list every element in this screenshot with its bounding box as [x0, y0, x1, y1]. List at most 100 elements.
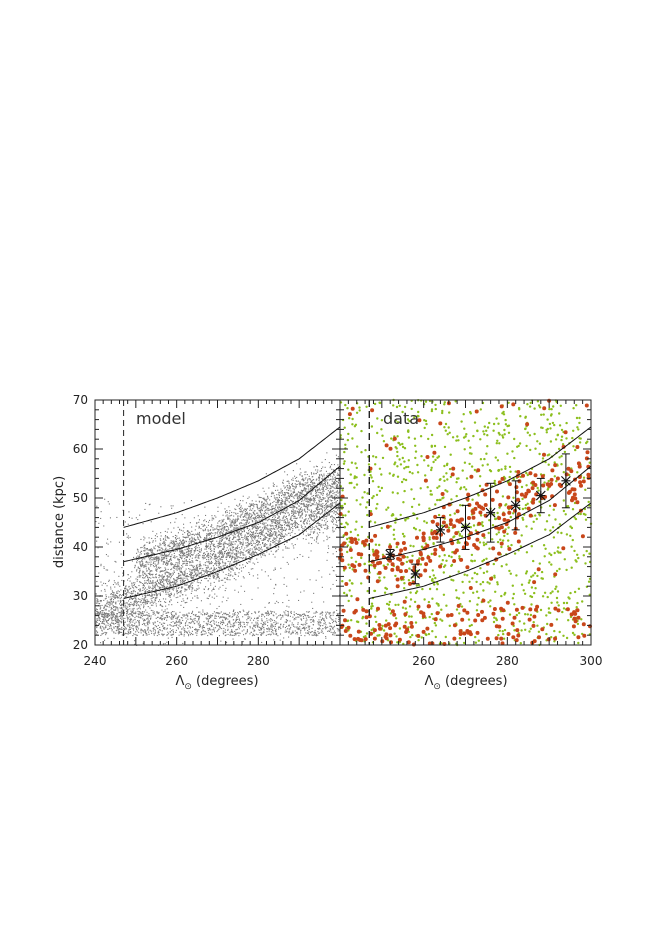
model-particle [211, 596, 213, 598]
model-particle [144, 572, 146, 574]
model-particle [319, 518, 321, 520]
model-particle [182, 563, 184, 565]
model-particle [190, 586, 192, 588]
model-particle [234, 533, 236, 535]
model-particle [217, 542, 219, 544]
model-particle [143, 631, 145, 633]
model-particle [250, 559, 252, 561]
model-particle [244, 557, 246, 559]
model-particle [177, 537, 179, 539]
model-particle [229, 544, 231, 546]
model-particle [248, 517, 250, 519]
model-particle [242, 544, 244, 546]
model-particle [282, 518, 284, 520]
model-particle [291, 520, 293, 522]
model-particle [154, 594, 156, 596]
model-particle [96, 621, 98, 623]
model-particle [122, 617, 124, 619]
model-particle [252, 553, 254, 555]
model-particle [278, 492, 280, 494]
model-particle [263, 538, 265, 540]
model-particle [226, 577, 228, 579]
model-particle [333, 487, 335, 489]
model-particle [218, 551, 220, 553]
model-particle [336, 520, 338, 522]
model-particle [314, 504, 316, 506]
model-particle [302, 538, 304, 540]
model-particle [286, 510, 288, 512]
model-particle [272, 519, 274, 521]
model-particle [206, 536, 208, 538]
model-particle [148, 581, 150, 583]
model-particle [209, 574, 211, 576]
model-particle [161, 581, 163, 583]
model-particle [251, 552, 253, 554]
model-particle [190, 572, 192, 574]
model-particle [233, 549, 235, 551]
model-particle [284, 471, 286, 473]
model-particle [170, 574, 172, 576]
model-particle [161, 590, 163, 592]
model-particle [278, 615, 280, 617]
model-particle [286, 492, 288, 494]
model-particle [244, 554, 246, 556]
model-particle [248, 518, 250, 520]
model-particle [135, 596, 137, 598]
model-particle [207, 533, 209, 535]
model-particle [175, 565, 177, 567]
model-particle [251, 548, 253, 550]
model-particle [136, 605, 138, 607]
model-particle [195, 574, 197, 576]
model-particle [314, 510, 316, 512]
model-particle [333, 473, 335, 475]
model-particle [290, 517, 292, 519]
model-particle [257, 512, 259, 514]
model-particle [201, 575, 203, 577]
model-particle [182, 573, 184, 575]
model-particle [258, 516, 260, 518]
model-particle [106, 606, 108, 608]
model-particle [211, 572, 213, 574]
model-particle [292, 507, 294, 509]
model-particle [306, 522, 308, 524]
model-particle [277, 546, 279, 548]
model-particle [135, 602, 137, 604]
model-particle [307, 478, 309, 480]
model-particle [306, 503, 308, 505]
model-particle [178, 545, 180, 547]
model-particle [281, 495, 283, 497]
model-particle [181, 594, 183, 596]
model-particle [306, 500, 308, 502]
model-particle [257, 523, 259, 525]
model-particle [234, 536, 236, 538]
model-particle [152, 587, 154, 589]
model-particle [307, 500, 309, 502]
model-particle [313, 519, 315, 521]
model-particle [314, 482, 316, 484]
model-particle [172, 618, 174, 620]
model-particle [209, 544, 211, 546]
model-particle [230, 522, 232, 524]
model-particle [306, 507, 308, 509]
model-particle [213, 535, 215, 537]
model-particle [282, 511, 284, 513]
model-particle [302, 512, 304, 514]
model-particle [274, 522, 276, 524]
model-particle [131, 603, 133, 605]
model-particle [301, 491, 303, 493]
model-particle [203, 627, 205, 629]
model-particle [267, 497, 269, 499]
model-particle [115, 597, 117, 599]
model-particle [174, 540, 176, 542]
model-particle [238, 530, 240, 532]
model-particle [326, 506, 328, 508]
model-particle [318, 479, 320, 481]
model-particle [325, 488, 327, 490]
model-particle [248, 544, 250, 546]
model-particle [182, 530, 184, 532]
model-particle [297, 511, 299, 513]
model-particle [147, 553, 149, 555]
model-particle [229, 524, 231, 526]
model-particle [294, 533, 296, 535]
model-particle [337, 492, 339, 494]
